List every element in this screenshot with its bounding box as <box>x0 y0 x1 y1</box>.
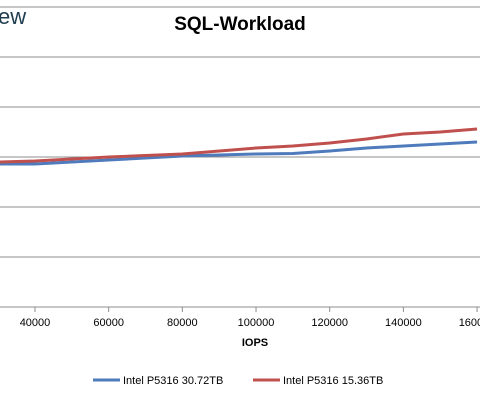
series-line <box>0 140 478 166</box>
chart-title: SQL-Workload <box>174 14 306 35</box>
x-tick-label: 80000 <box>167 317 198 329</box>
x-axis-label: IOPS <box>242 337 268 349</box>
x-tick-label: 100000 <box>238 317 275 329</box>
x-tick-label: 60000 <box>93 317 124 329</box>
x-tick-label: 40000 <box>20 317 51 329</box>
x-tick-label: 160000 <box>459 317 480 329</box>
logo: ew <box>0 4 26 29</box>
legend-label: Intel P5316 30.72TB <box>123 375 223 387</box>
x-tick-label: 120000 <box>311 317 348 329</box>
x-tick-label: 140000 <box>385 317 422 329</box>
series-line <box>0 127 478 164</box>
legend-label: Intel P5316 15.36TB <box>283 375 383 387</box>
